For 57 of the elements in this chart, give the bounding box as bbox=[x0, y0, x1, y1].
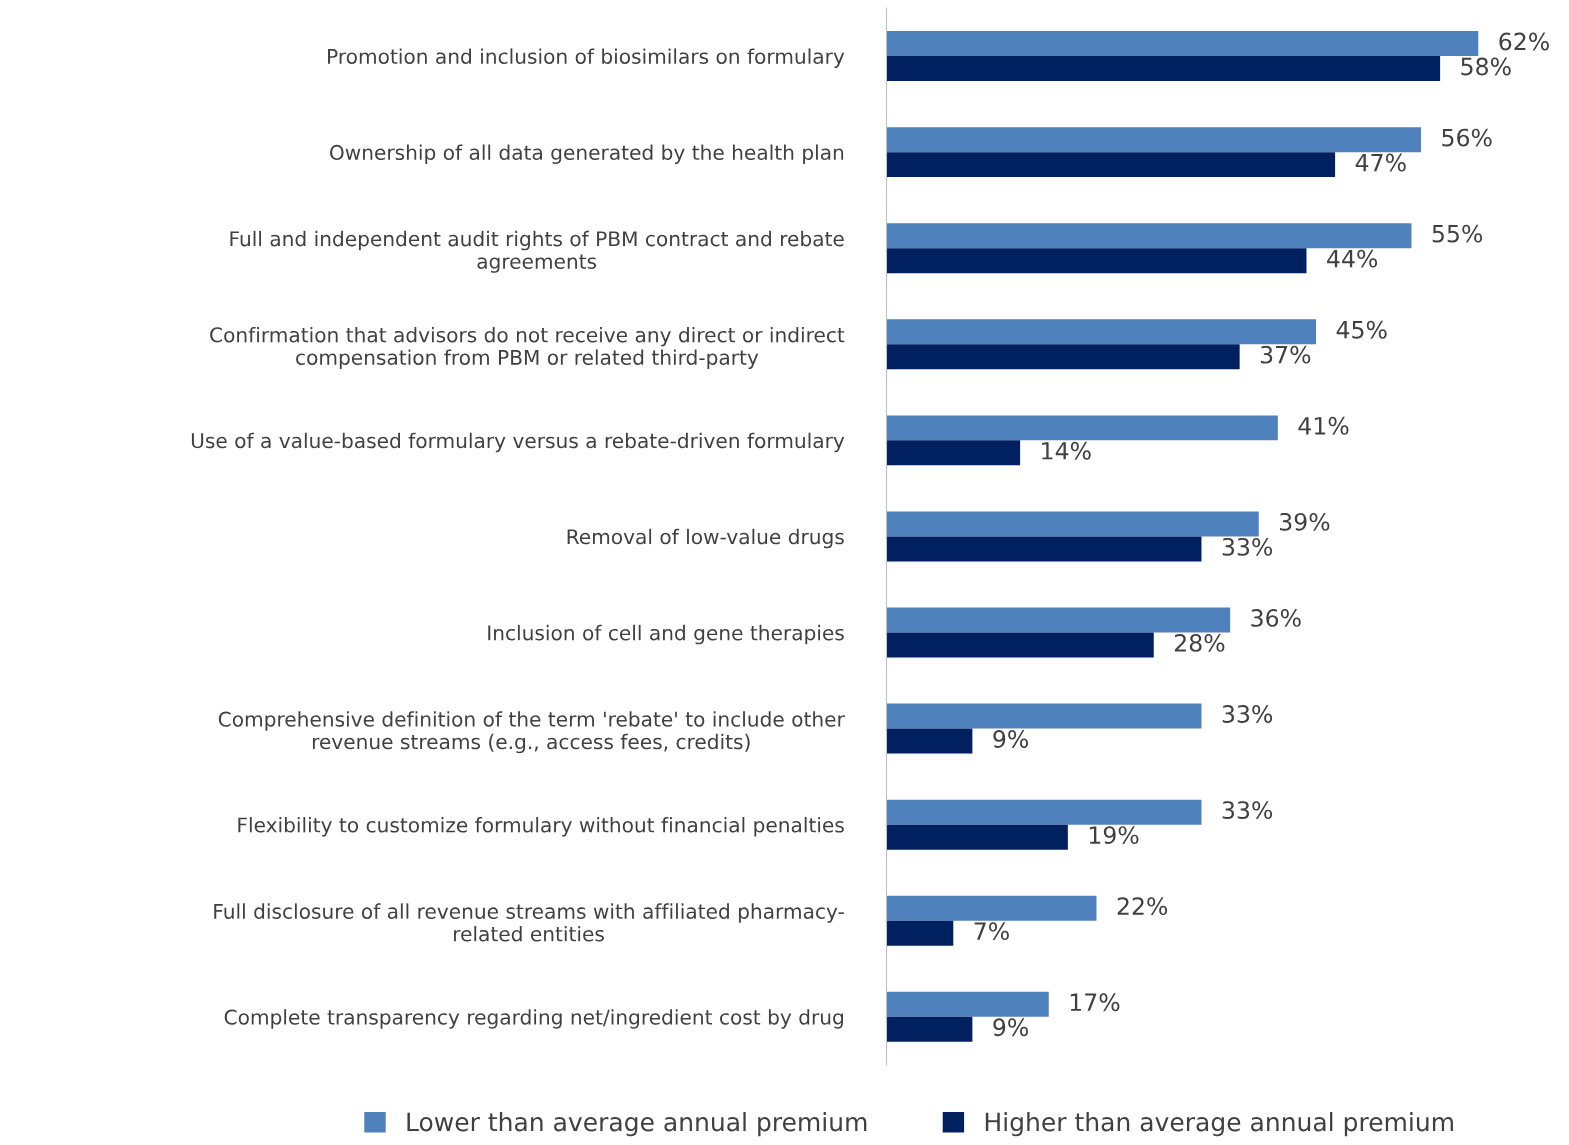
y-tick-label: Full disclosure of all revenue streams with affiliated pharmacy- related entities bbox=[214, 903, 844, 942]
y-tick-label: Full and independent audit rights of PBM contract and rebate agreements bbox=[230, 230, 844, 273]
bar bbox=[886, 223, 1412, 249]
data-label: 56% bbox=[1442, 128, 1492, 147]
bar bbox=[886, 415, 1278, 441]
bar bbox=[886, 248, 1307, 274]
y-tick-label: Use of a value-based formulary versus a rebate-driven formulary bbox=[191, 432, 845, 453]
data-label: 45% bbox=[1336, 320, 1387, 339]
y-tick-label: Promotion and inclusion of biosimilars on formulary bbox=[328, 48, 845, 68]
data-label: 47% bbox=[1355, 153, 1406, 172]
data-label: 9% bbox=[993, 1018, 1028, 1037]
data-label: 37% bbox=[1260, 345, 1311, 364]
bar bbox=[886, 991, 1049, 1017]
data-label: 33% bbox=[1222, 537, 1273, 556]
data-label: 28% bbox=[1174, 633, 1225, 652]
data-label: 9% bbox=[993, 730, 1028, 748]
bar bbox=[886, 824, 1068, 850]
y-tick-label: Ownership of all data generated by the health plan bbox=[330, 144, 844, 164]
data-label: 41% bbox=[1298, 416, 1349, 435]
bar bbox=[886, 632, 1154, 658]
data-label: 33% bbox=[1222, 705, 1273, 723]
bar bbox=[886, 344, 1240, 370]
data-label: 19% bbox=[1089, 826, 1139, 844]
y-tick-label: Flexibility to customize formulary without financial penalties bbox=[238, 817, 844, 837]
data-label: 33% bbox=[1222, 801, 1273, 820]
data-label: 55% bbox=[1432, 224, 1483, 243]
y-tick-label: Complete transparency regarding net/ingredient cost by drug bbox=[224, 1009, 843, 1029]
data-label: 14% bbox=[1042, 441, 1091, 460]
y-tick-label: Comprehensive definition of the term 'rebate' to include other revenue streams (e.g., access fees, credits) bbox=[218, 711, 845, 754]
bar bbox=[886, 799, 1202, 825]
data-label: 58% bbox=[1461, 57, 1511, 76]
bar bbox=[886, 127, 1422, 153]
bar bbox=[886, 536, 1202, 562]
y-tick-label: Inclusion of cell and gene therapies bbox=[488, 624, 844, 645]
data-label: 39% bbox=[1280, 512, 1330, 531]
legend-label: Higher than average annual premium bbox=[985, 1112, 1453, 1137]
y-tick-label: Removal of low-value drugs bbox=[567, 528, 844, 549]
bar bbox=[886, 895, 1097, 921]
bar bbox=[886, 607, 1231, 633]
data-label: 17% bbox=[1070, 993, 1120, 1012]
data-label: 7% bbox=[974, 922, 1009, 941]
bar bbox=[886, 31, 1479, 57]
bar bbox=[886, 728, 973, 754]
bar bbox=[886, 152, 1336, 178]
bar bbox=[886, 1016, 973, 1042]
y-tick-label: Confirmation that advisors do not receive any direct or indirect compensation from PBM or related third-party bbox=[210, 326, 845, 369]
bar bbox=[886, 511, 1259, 537]
bar bbox=[886, 319, 1317, 345]
legend-label: Lower than average annual premium bbox=[407, 1112, 867, 1137]
bar bbox=[886, 920, 954, 946]
bar bbox=[886, 703, 1202, 729]
bar bbox=[886, 440, 1021, 466]
data-label: 36% bbox=[1251, 609, 1301, 627]
data-label: 22% bbox=[1117, 897, 1168, 916]
data-label: 44% bbox=[1327, 249, 1378, 268]
bar bbox=[886, 56, 1441, 82]
data-label: 62% bbox=[1499, 32, 1549, 51]
